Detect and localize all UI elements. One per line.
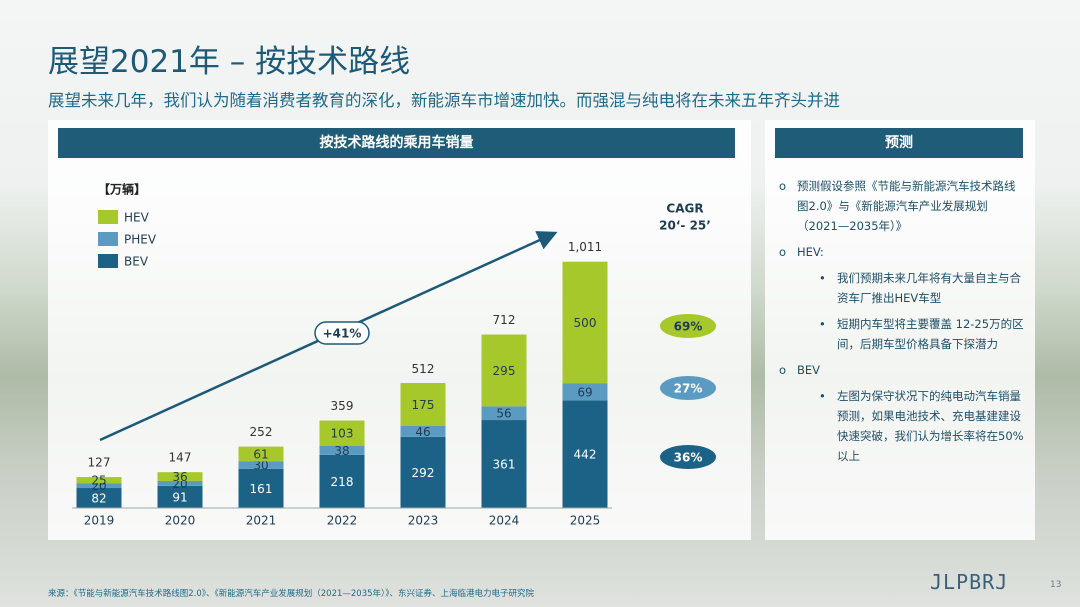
forecast-text: HEV: (797, 245, 824, 259)
subtitle: 展望未来几年，我们认为随着消费者教育的深化，新能源车市增速加快。而强混与纯电将在… (48, 91, 840, 110)
total-label: 147 (169, 451, 192, 465)
bar-segment (400, 425, 446, 437)
bar-segment (400, 383, 446, 426)
annotation-label: +41% (323, 327, 362, 341)
segment-label: 103 (331, 427, 354, 441)
bar-segment (238, 446, 284, 462)
legend-label: BEV (124, 255, 149, 269)
legend-swatch (98, 232, 118, 246)
segment-label: 56 (496, 407, 511, 421)
bar-segment (76, 488, 122, 508)
bar-segment (319, 445, 365, 455)
segment-label: 295 (493, 364, 516, 378)
bar-segment (76, 483, 122, 489)
x-tick-label: 2019 (84, 514, 115, 528)
bar-segment (157, 472, 203, 481)
total-label: 1,011 (568, 240, 602, 254)
legend-label: HEV (124, 211, 150, 225)
segment-label: 69 (577, 385, 592, 399)
cagr-label: 36% (674, 451, 703, 465)
segment-label: 38 (334, 444, 349, 458)
x-tick-label: 2023 (408, 514, 439, 528)
x-tick-label: 2022 (327, 514, 358, 528)
forecast-header: 预测 (775, 128, 1023, 158)
cagr-label: 69% (674, 320, 703, 334)
total-label: 127 (88, 456, 111, 470)
total-label: 359 (331, 399, 354, 413)
chart-header: 按技术路线的乘用车销量 (58, 128, 735, 158)
bar-segment (562, 383, 608, 401)
cagr-title: CAGR (666, 202, 703, 216)
bar-segment (481, 334, 527, 407)
segment-label: 292 (412, 466, 435, 480)
bar-segment (481, 420, 527, 508)
x-tick-label: 2020 (165, 514, 196, 528)
forecast-text: 预测假设参照《节能与新能源汽车技术路线图2.0》与《新能源汽车产业发展规划（20… (797, 179, 1016, 233)
bar-segment (400, 436, 446, 508)
segment-label: 161 (250, 482, 273, 496)
forecast-text: BEV (797, 363, 821, 377)
bar-segment (238, 461, 284, 469)
segment-label: 25 (91, 474, 106, 488)
forecast-subitem: 我们预期未来几年将有大量自主与合资车厂推出HEV车型 (797, 268, 1025, 308)
total-label: 512 (412, 362, 435, 376)
page-number: 13 (1050, 580, 1062, 590)
forecast-item: BEV 左图为保守状况下的纯电动汽车销量预测，如果电池技术、充电基建建设快速突破，… (775, 360, 1025, 466)
segment-label: 61 (253, 448, 268, 462)
x-tick-label: 2024 (489, 514, 520, 528)
legend-swatch (98, 254, 118, 268)
segment-label: 500 (574, 316, 597, 330)
total-label: 252 (250, 425, 273, 439)
title: 展望2021年 – 按技术路线 (48, 44, 411, 80)
segment-label: 361 (493, 458, 516, 472)
annotation-box (314, 321, 370, 345)
forecast-item: HEV: 我们预期未来几年将有大量自主与合资车厂推出HEV车型短期内车型将主要覆盖… (775, 242, 1025, 354)
chart-panel (48, 120, 751, 540)
chart: 【万辆】 CAGR 20‘- 25’ 822025127201991203614… (72, 182, 716, 528)
segment-label: 218 (331, 475, 354, 489)
segment-label: 442 (574, 448, 597, 462)
bar-segment (562, 261, 608, 384)
forecast-subitem: 短期内车型将主要覆盖 12-25万的区间，后期车型价格具备下探潜力 (797, 314, 1025, 354)
bar-segment (238, 468, 284, 508)
segment-label: 91 (172, 490, 187, 504)
bar-segment (157, 485, 203, 508)
cagr-period: 20‘- 25’ (659, 219, 711, 233)
forecast-list: 预测假设参照《节能与新能源汽车技术路线图2.0》与《新能源汽车产业发展规划（20… (775, 176, 1025, 472)
cagr-badge (660, 314, 716, 338)
segment-label: 36 (172, 470, 187, 484)
x-tick-label: 2021 (246, 514, 277, 528)
unit-label: 【万辆】 (98, 182, 146, 197)
segment-label: 30 (253, 459, 268, 473)
bar-segment (319, 454, 365, 508)
cagr-badge (660, 445, 716, 469)
cagr-label: 27% (674, 382, 703, 396)
legend-label: PHEV (124, 233, 157, 247)
bar-segment (157, 480, 203, 486)
bar-segment (76, 477, 122, 484)
source: 来源：《节能与新能源汽车技术路线图2.0》、《新能源汽车产业发展规划（2021—… (48, 589, 535, 599)
logo: JLPBRJ (930, 570, 1009, 594)
forecast-subitem: 左图为保守状况下的纯电动汽车销量预测，如果电池技术、充电基建建设快速突破，我们认… (797, 386, 1025, 466)
x-tick-label: 2025 (570, 514, 601, 528)
segment-label: 46 (415, 425, 430, 439)
legend-swatch (98, 210, 118, 224)
forecast-item: 预测假设参照《节能与新能源汽车技术路线图2.0》与《新能源汽车产业发展规划（20… (775, 176, 1025, 236)
cagr-badge (660, 376, 716, 400)
segment-label: 82 (91, 492, 106, 506)
bar-segment (562, 400, 608, 508)
bar-segment (319, 420, 365, 446)
bar-segment (481, 406, 527, 421)
total-label: 712 (493, 313, 516, 327)
segment-label: 175 (412, 398, 435, 412)
